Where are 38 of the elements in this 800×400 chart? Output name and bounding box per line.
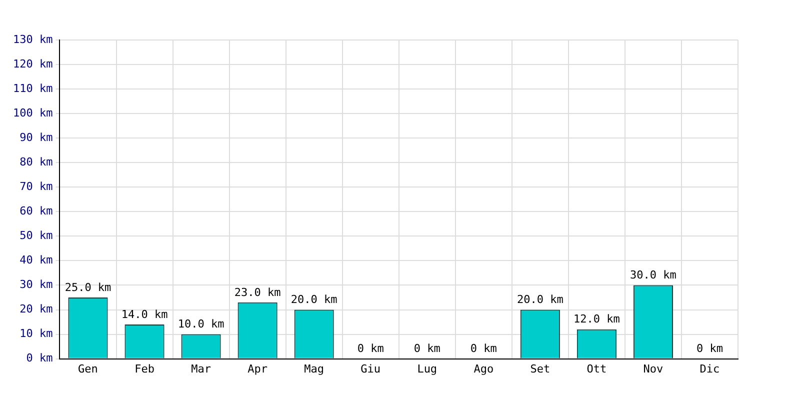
y-tick-label: 110 km bbox=[12, 82, 54, 95]
y-tick-label: 90 km bbox=[20, 130, 54, 144]
x-tick-label: Feb bbox=[134, 362, 154, 376]
data-label: 20.0 km bbox=[290, 293, 338, 306]
y-tick-label: 130 km bbox=[12, 32, 54, 46]
y-tick-label: 100 km bbox=[12, 106, 54, 120]
x-tick-label: Apr bbox=[248, 362, 268, 376]
data-label: 14.0 km bbox=[121, 308, 168, 321]
x-tick-label: Ott bbox=[586, 362, 607, 376]
data-label: 0 km bbox=[357, 342, 384, 356]
x-tick-label: Dic bbox=[700, 362, 720, 376]
x-tick-label: Mar bbox=[191, 362, 212, 376]
y-tick-label: 120 km bbox=[12, 57, 54, 70]
y-tick-label: 20 km bbox=[20, 302, 54, 316]
data-label: 23.0 km bbox=[234, 286, 282, 299]
data-label: 10.0 km bbox=[178, 318, 225, 331]
y-tick-label: 70 km bbox=[20, 180, 54, 193]
y-tick-label: 0 km bbox=[26, 352, 54, 365]
y-tick-label: 40 km bbox=[20, 254, 54, 267]
data-label: 0 km bbox=[696, 342, 724, 356]
data-label: 30.0 km bbox=[630, 268, 677, 282]
data-label: 0 km bbox=[414, 342, 441, 356]
y-tick-label: 50 km bbox=[20, 229, 54, 242]
x-tick-label: Nov bbox=[643, 362, 664, 376]
x-tick-label: Mag bbox=[304, 362, 324, 376]
x-tick-label: Ago bbox=[474, 362, 494, 376]
x-tick-label: Set bbox=[530, 362, 550, 376]
data-label: 0 km bbox=[470, 342, 498, 356]
data-label: 25.0 km bbox=[64, 280, 112, 294]
y-tick-label: 30 km bbox=[20, 278, 54, 292]
x-tick-label: Lug bbox=[417, 362, 438, 376]
data-label: 12.0 km bbox=[574, 312, 620, 326]
data-label: 20.0 km bbox=[516, 293, 564, 306]
y-tick-label: 80 km bbox=[20, 155, 54, 168]
y-tick-label: 10 km bbox=[20, 327, 54, 340]
x-tick-label: Gen bbox=[78, 362, 98, 376]
x-tick-label: Giu bbox=[360, 362, 381, 376]
y-tick-label: 60 km bbox=[20, 204, 54, 218]
